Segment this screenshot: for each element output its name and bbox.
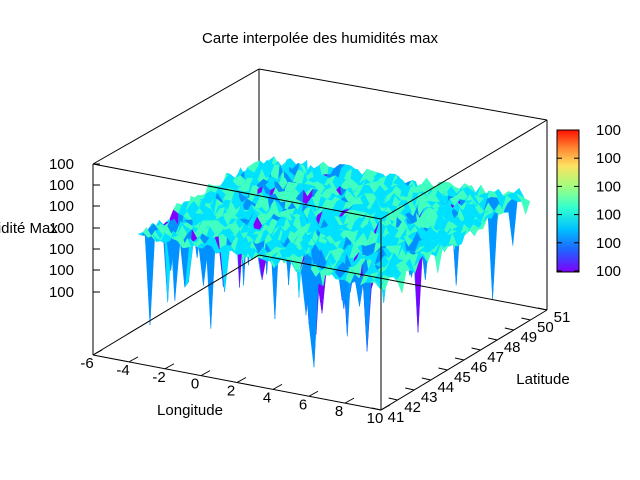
x-tick-mark [380,404,391,411]
y-tick-label: 42 [404,399,421,416]
x-tick-mark [308,390,319,397]
surface-facet [379,277,390,291]
y-tick-mark [405,387,415,391]
box-edge [92,254,260,356]
box-edge [92,163,382,220]
y-tick-mark [471,347,481,351]
x-axis-label: Longitude [157,402,223,419]
y-axis-label: Latitude [516,371,569,388]
surface-facet [520,195,531,215]
z-axis-label: Humidité Max [0,220,58,237]
colorbar-tick-label: 100 [596,207,621,224]
x-axis-ticks: -6 -4 -2 0 2 4 6 8 10 [80,349,391,427]
colorbar-tick-label: 100 [596,150,621,167]
z-tick-label: 100 [49,241,74,258]
y-tick-label: 51 [554,309,571,326]
colorbar-tick-label: 100 [596,122,621,139]
z-axis-ticks: 100 100 100 100 100 100 100 [49,156,100,301]
colorbar [556,129,580,273]
y-tick-mark [421,377,431,381]
x-tick-label: 10 [367,410,384,427]
colorbar-ticks: 100 100 100 100 100 100 [557,122,621,280]
x-tick-mark [128,356,139,363]
x-tick-label: -2 [152,369,165,386]
x-tick-mark [92,349,103,356]
x-tick-mark [272,383,283,390]
x-tick-label: 6 [299,396,307,413]
y-tick-label: 46 [471,359,488,376]
z-tick-label: 100 [49,177,74,194]
y-tick-mark [388,397,398,401]
x-tick-mark [344,397,355,404]
colorbar-tick-label: 100 [596,263,621,280]
chart-title: Carte interpolée des humidités max [202,30,438,47]
y-tick-label: 50 [537,319,554,336]
colorbar-tick-label: 100 [596,178,621,195]
x-tick-mark [200,370,211,377]
z-tick-label: 100 [49,198,74,215]
y-tick-label: 47 [487,349,504,366]
x-tick-label: 2 [227,383,235,400]
y-tick-mark [438,367,448,371]
x-tick-label: 4 [263,389,271,406]
y-tick-label: 43 [421,389,438,406]
y-tick-mark [504,327,514,331]
colorbar-tick-label: 100 [596,235,621,252]
box-edge [92,68,260,165]
y-tick-mark [371,407,382,411]
x-tick-label: -6 [80,355,93,372]
y-tick-label: 41 [388,409,405,426]
y-tick-label: 48 [504,339,521,356]
x-tick-mark [164,363,175,370]
y-tick-label: 44 [437,379,454,396]
y-tick-mark [537,307,548,311]
box-edge [258,254,548,311]
z-tick-label: 100 [49,262,74,279]
surface-mesh [137,155,531,368]
y-tick-mark [521,317,531,321]
z-tick-label: 100 [49,220,74,237]
y-tick-label: 49 [520,329,537,346]
z-tick-label: 100 [49,284,74,301]
x-tick-label: -4 [116,362,129,379]
z-tick-label: 100 [49,156,74,173]
y-tick-label: 45 [454,369,471,386]
x-tick-mark [236,377,247,383]
surface-facet [507,199,518,246]
box-edge [380,119,548,220]
x-tick-label: 0 [191,376,199,393]
box-edge [258,68,548,121]
x-tick-label: 8 [335,403,343,420]
y-tick-mark [488,337,498,341]
y-tick-mark [454,357,465,361]
